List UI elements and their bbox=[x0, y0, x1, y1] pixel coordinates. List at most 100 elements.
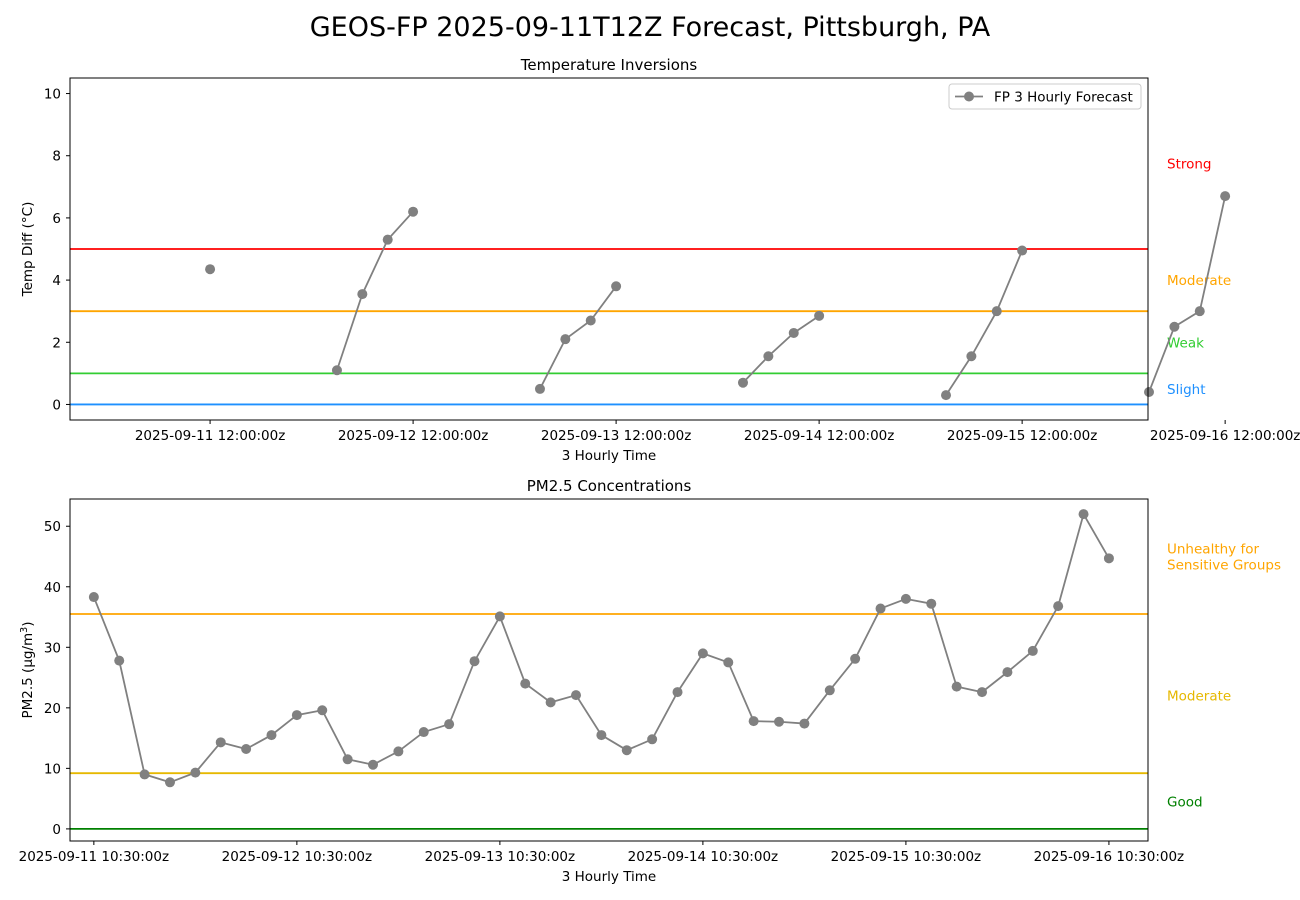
data-point bbox=[966, 351, 977, 362]
data-point bbox=[571, 690, 582, 701]
data-point bbox=[1103, 553, 1114, 564]
series-line bbox=[742, 315, 820, 384]
x-tick-label: 2025-09-12 10:30:00z bbox=[222, 849, 372, 865]
y-tick-label: 10 bbox=[44, 87, 61, 103]
y-axis-label: PM2.5 (µg/m3) bbox=[19, 621, 37, 718]
data-point bbox=[611, 281, 622, 292]
threshold-label: Moderate bbox=[1167, 273, 1231, 289]
chart-title: PM2.5 Concentrations bbox=[527, 477, 692, 495]
data-point bbox=[139, 769, 150, 780]
y-tick-label: 30 bbox=[44, 640, 61, 656]
data-point bbox=[585, 315, 596, 326]
data-point bbox=[814, 310, 825, 321]
series-line bbox=[93, 511, 1110, 784]
y-tick-label: 50 bbox=[44, 519, 61, 535]
x-tick-label: 2025-09-15 10:30:00z bbox=[831, 849, 981, 865]
data-point bbox=[367, 759, 378, 770]
temperature-inversions-chart: Temperature Inversions Slight Weak Moderate… bbox=[20, 56, 1300, 464]
data-point bbox=[1017, 245, 1028, 256]
x-tick-label: 2025-09-13 12:00:00z bbox=[541, 428, 691, 444]
data-point bbox=[596, 730, 607, 741]
data-point bbox=[520, 678, 531, 689]
data-point bbox=[774, 716, 785, 727]
data-point bbox=[545, 697, 556, 708]
data-point bbox=[723, 657, 734, 668]
y-tick-label: 4 bbox=[52, 273, 61, 289]
x-tick-label: 2025-09-12 12:00:00z bbox=[338, 428, 488, 444]
data-point bbox=[1194, 306, 1205, 317]
x-tick-label: 2025-09-16 12:00:00z bbox=[1150, 428, 1300, 444]
threshold-label: Slight bbox=[1167, 382, 1206, 398]
data-point bbox=[621, 745, 632, 756]
data-point bbox=[850, 653, 861, 664]
y-tick-label: 40 bbox=[44, 580, 61, 596]
x-tick-label: 2025-09-11 12:00:00z bbox=[135, 428, 285, 444]
data-point bbox=[824, 685, 835, 696]
legend-marker-icon bbox=[964, 91, 974, 102]
threshold-label: Good bbox=[1167, 795, 1203, 811]
y-tick-label: 2 bbox=[52, 335, 61, 351]
x-tick-label: 2025-09-16 10:30:00z bbox=[1034, 849, 1184, 865]
threshold-label: Weak bbox=[1167, 335, 1204, 351]
data-point bbox=[1002, 667, 1013, 678]
y-tick-label: 10 bbox=[44, 761, 61, 777]
data-point bbox=[1078, 509, 1089, 520]
data-point bbox=[647, 734, 658, 745]
x-axis-label: 3 Hourly Time bbox=[562, 448, 656, 464]
data-point bbox=[190, 767, 201, 778]
data-point bbox=[342, 754, 353, 765]
y-axis-label: Temp Diff (°C) bbox=[20, 202, 36, 298]
data-point bbox=[1220, 191, 1231, 202]
y-tick-label: 0 bbox=[52, 397, 61, 413]
x-tick-label: 2025-09-15 12:00:00z bbox=[947, 428, 1097, 444]
series-line bbox=[945, 250, 1023, 396]
data-point bbox=[88, 592, 99, 603]
data-point bbox=[977, 687, 988, 698]
data-point bbox=[534, 383, 545, 394]
data-point bbox=[382, 234, 393, 245]
x-tick-label: 2025-09-11 10:30:00z bbox=[19, 849, 169, 865]
x-tick-label: 2025-09-14 12:00:00z bbox=[744, 428, 894, 444]
data-point bbox=[266, 730, 277, 741]
data-point bbox=[357, 289, 368, 300]
data-point bbox=[951, 681, 962, 692]
series-line bbox=[336, 211, 414, 371]
y-tick-label: 0 bbox=[52, 822, 61, 838]
data-point bbox=[418, 727, 429, 738]
x-tick-label: 2025-09-13 10:30:00z bbox=[425, 849, 575, 865]
y-tick-label: 6 bbox=[52, 211, 61, 227]
data-point bbox=[241, 743, 252, 754]
data-point bbox=[1169, 321, 1180, 332]
pm25-concentrations-chart: PM2.5 Concentrations Good Moderate Unhealth… bbox=[19, 477, 1281, 885]
figure-title: GEOS-FP 2025-09-11T12Z Forecast, Pittsbu… bbox=[309, 12, 991, 43]
x-tick-label: 2025-09-14 10:30:00z bbox=[628, 849, 778, 865]
data-point bbox=[900, 593, 911, 604]
data-point bbox=[1027, 645, 1038, 656]
data-point bbox=[317, 705, 328, 716]
data-point bbox=[875, 603, 886, 614]
data-point bbox=[737, 377, 748, 388]
series-line bbox=[539, 285, 617, 390]
data-point bbox=[560, 334, 571, 345]
data-point bbox=[991, 306, 1002, 317]
data-point bbox=[926, 598, 937, 609]
data-point bbox=[494, 611, 505, 622]
data-point bbox=[408, 206, 419, 217]
data-point bbox=[331, 365, 342, 376]
data-point bbox=[763, 351, 774, 362]
data-point bbox=[291, 710, 302, 721]
data-point bbox=[215, 737, 226, 748]
legend-box bbox=[948, 83, 1142, 110]
data-point bbox=[672, 687, 683, 698]
data-point bbox=[941, 390, 952, 401]
data-point bbox=[444, 719, 455, 730]
data-point bbox=[697, 648, 708, 659]
data-point bbox=[799, 718, 810, 729]
plot-frame bbox=[69, 498, 1149, 842]
data-point bbox=[164, 777, 175, 788]
plot-frame bbox=[69, 77, 1149, 421]
series-line bbox=[1148, 195, 1227, 393]
data-point bbox=[205, 264, 216, 275]
data-point bbox=[1144, 387, 1155, 398]
threshold-label: Moderate bbox=[1167, 689, 1231, 705]
